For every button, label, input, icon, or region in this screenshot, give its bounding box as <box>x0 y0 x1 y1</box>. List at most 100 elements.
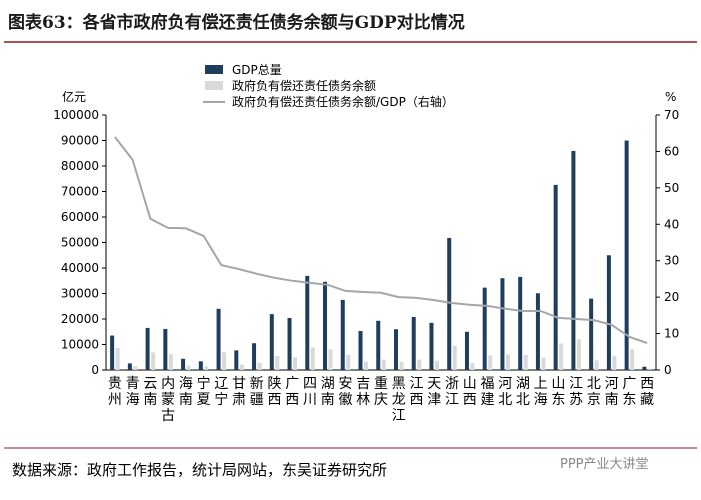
bar <box>258 363 262 370</box>
ratio-line <box>115 137 647 343</box>
x-tick-label: 江苏 <box>569 376 583 408</box>
y2-axis-label: % <box>665 90 676 104</box>
x-tick-label: 广东 <box>622 376 636 408</box>
watermark: PPP产业大讲堂 <box>560 457 649 472</box>
bar <box>554 185 558 370</box>
x-tick-label: 云南 <box>143 376 157 408</box>
bar <box>642 367 646 370</box>
x-tick-label: 重庆 <box>374 376 388 408</box>
bar <box>376 321 380 370</box>
x-tick-label: 新疆 <box>250 376 264 408</box>
x-tick-label: 吉林 <box>356 376 370 408</box>
y2-tick-label: 10 <box>664 327 679 341</box>
bar <box>128 363 132 370</box>
bar <box>341 300 345 370</box>
y-tick-label: 90000 <box>61 134 99 148</box>
y-axis-label: 亿元 <box>62 89 86 104</box>
bar <box>305 276 309 370</box>
bar <box>146 328 150 370</box>
bar <box>110 336 114 370</box>
y2-tick-label: 70 <box>664 108 679 122</box>
legend-label: 政府负有偿还责任债务余额 <box>232 78 376 93</box>
x-tick-label: 西藏 <box>640 376 654 408</box>
bar <box>435 361 439 370</box>
y-tick-label: 100000 <box>53 108 99 122</box>
x-tick-label: 山西 <box>463 376 477 408</box>
y-tick-label: 30000 <box>61 287 99 301</box>
y-tick-label: 80000 <box>61 159 99 173</box>
bar <box>577 339 581 370</box>
bar <box>536 293 540 370</box>
y-tick-label: 20000 <box>61 312 99 326</box>
bar <box>217 309 221 370</box>
bar <box>234 350 238 370</box>
bar <box>607 255 611 370</box>
y2-tick-label: 20 <box>664 290 679 304</box>
x-tick-label: 河北 <box>498 376 512 408</box>
x-tick-label: 安徽 <box>339 376 353 408</box>
bar <box>187 366 191 370</box>
x-tick-label: 海南 <box>179 376 193 408</box>
y-tick-label: 10000 <box>61 338 99 352</box>
bar <box>204 367 208 370</box>
bar <box>169 354 173 370</box>
y2-tick-label: 50 <box>664 181 679 195</box>
bar <box>417 360 421 370</box>
y-tick-label: 50000 <box>61 236 99 250</box>
bar <box>500 278 504 370</box>
x-tick-label: 湖南 <box>321 376 335 408</box>
bar <box>240 365 244 370</box>
x-tick-label: 北京 <box>587 376 601 408</box>
x-tick-label: 宁夏 <box>197 375 211 408</box>
bar <box>465 332 469 370</box>
x-tick-label: 黑龙江 <box>392 376 406 424</box>
bar <box>453 346 457 370</box>
bar <box>412 317 416 370</box>
x-tick-label: 湖北 <box>516 376 530 408</box>
bar <box>163 329 167 370</box>
bar <box>346 355 350 370</box>
x-tick-label: 内蒙古 <box>161 376 175 424</box>
legend-label: GDP总量 <box>232 63 282 77</box>
x-tick-label: 贵州 <box>108 376 122 408</box>
x-tick-label: 浙江 <box>445 376 459 408</box>
legend-swatch <box>205 65 223 74</box>
bar <box>394 329 398 370</box>
y-tick-label: 60000 <box>61 210 99 224</box>
bar <box>199 361 203 370</box>
x-tick-label: 江西 <box>409 376 423 408</box>
bar <box>382 360 386 370</box>
bar <box>329 349 333 370</box>
bar <box>630 349 634 370</box>
x-tick-label: 甘肃 <box>232 376 246 408</box>
bar <box>222 352 226 370</box>
bar <box>571 151 575 370</box>
bar <box>116 348 120 370</box>
x-tick-label: 河南 <box>605 376 619 408</box>
bar <box>488 355 492 370</box>
bar <box>447 238 451 370</box>
x-tick-label: 青海 <box>126 376 140 408</box>
bar <box>275 356 279 370</box>
x-tick-label: 天津 <box>427 376 441 408</box>
y2-tick-label: 30 <box>664 254 679 268</box>
x-tick-label: 辽宁 <box>214 376 228 408</box>
legend-swatch <box>205 81 223 90</box>
bar <box>133 366 137 370</box>
y2-tick-label: 40 <box>664 217 679 231</box>
bar <box>524 355 528 370</box>
x-tick-label: 陕西 <box>268 376 282 408</box>
bar <box>151 352 155 370</box>
chart-title: 图表63：各省市政府负有偿还责任债务余额与GDP对比情况 <box>8 12 465 33</box>
bar <box>595 360 599 370</box>
bar <box>518 277 522 370</box>
x-tick-label: 广西 <box>285 376 299 408</box>
bar <box>559 343 563 370</box>
x-tick-label: 福建 <box>480 376 494 408</box>
y2-tick-label: 0 <box>664 363 672 377</box>
x-tick-label: 上海 <box>534 376 548 408</box>
bar <box>359 331 363 370</box>
x-tick-label: 四川 <box>303 376 317 408</box>
bar <box>399 362 403 370</box>
